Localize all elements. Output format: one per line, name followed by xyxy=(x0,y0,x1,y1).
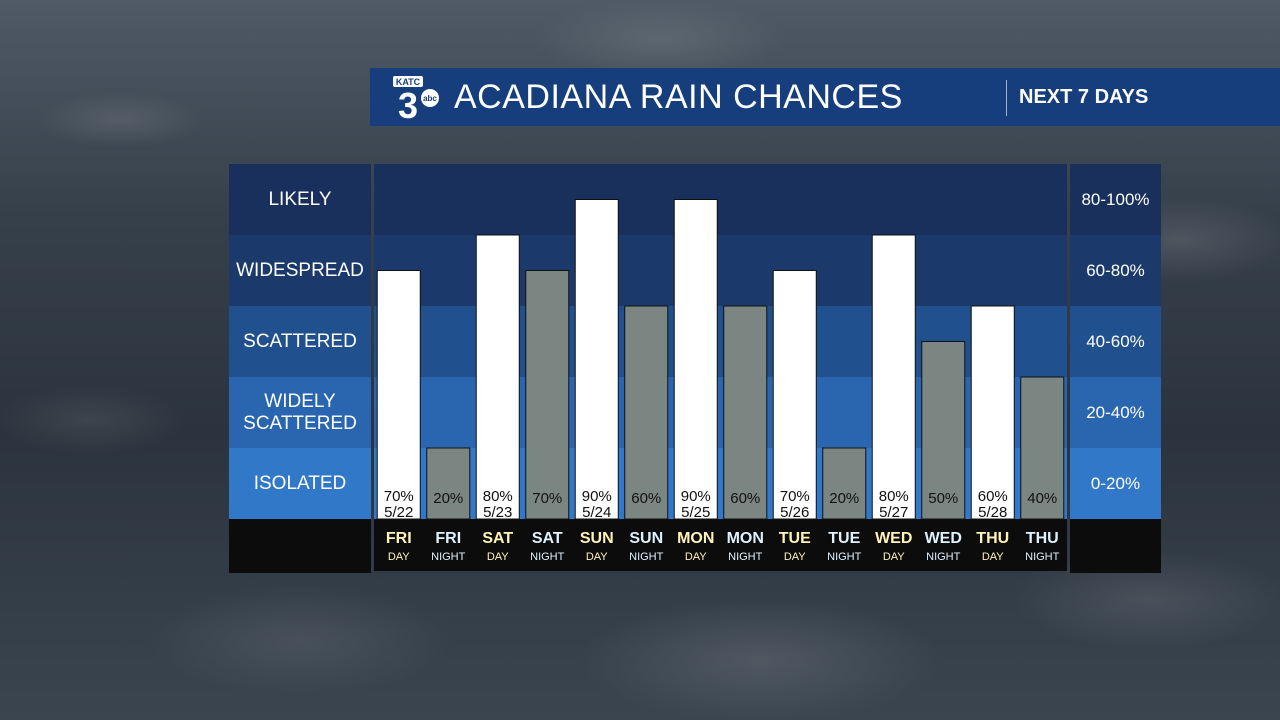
bar-date-label: 5/26 xyxy=(780,504,809,521)
day-label-footer xyxy=(374,519,1067,571)
period-label: DAY xyxy=(388,551,410,563)
bar-date-label: 5/25 xyxy=(681,504,710,521)
period-label: DAY xyxy=(685,551,707,563)
right-footer xyxy=(1070,519,1161,573)
band-range-widely-scattered: 20-40% xyxy=(1070,377,1161,448)
period-label: NIGHT xyxy=(629,551,664,563)
band-background xyxy=(374,164,1067,235)
period-label: DAY xyxy=(883,551,905,563)
rain-bar xyxy=(624,305,669,520)
period-label: DAY xyxy=(784,551,806,563)
period-label: DAY xyxy=(586,551,608,563)
day-name-label: SAT xyxy=(482,530,513,547)
band-range-likely: 80-100% xyxy=(1070,164,1161,235)
period-label: NIGHT xyxy=(431,551,466,563)
rain-bar xyxy=(574,199,619,520)
band-label-isolated: ISOLATED xyxy=(229,448,371,519)
bar-value-label: 60% xyxy=(978,488,1008,505)
bar-value-label: 50% xyxy=(928,490,958,507)
rain-bar xyxy=(921,341,966,520)
range-labels-panel: 80-100% 60-80% 40-60% 20-40% 0-20% xyxy=(1070,164,1161,573)
bar-value-label: 80% xyxy=(879,488,909,505)
bar-date-label: 5/23 xyxy=(483,504,512,521)
bar-value-label: 80% xyxy=(483,488,513,505)
logo-number: 3 xyxy=(398,85,418,120)
bar-value-label: 90% xyxy=(582,488,612,505)
period-label: NIGHT xyxy=(530,551,565,563)
period-label: DAY xyxy=(982,551,1004,563)
day-name-label: THU xyxy=(976,530,1009,547)
page-subtitle: NEXT 7 DAYS xyxy=(1019,86,1149,108)
band-range-isolated: 0-20% xyxy=(1070,448,1161,519)
day-name-label: SUN xyxy=(580,530,614,547)
bar-value-label: 70% xyxy=(780,488,810,505)
bar-value-label: 20% xyxy=(829,490,859,507)
rain-bar xyxy=(723,305,768,520)
bar-value-label: 90% xyxy=(681,488,711,505)
period-label: NIGHT xyxy=(1025,551,1060,563)
day-name-label: SAT xyxy=(532,530,563,547)
bar-value-label: 70% xyxy=(532,490,562,507)
period-label: NIGHT xyxy=(827,551,862,563)
period-label: DAY xyxy=(487,551,509,563)
rain-bar xyxy=(673,199,718,520)
bar-date-label: 5/24 xyxy=(582,504,611,521)
rain-bar xyxy=(475,234,520,520)
rain-bar xyxy=(772,270,817,520)
day-name-label: MON xyxy=(727,530,764,547)
band-label-widespread: WIDESPREAD xyxy=(229,235,371,306)
day-name-label: WED xyxy=(875,530,912,547)
band-range-scattered: 40-60% xyxy=(1070,306,1161,377)
bar-value-label: 40% xyxy=(1027,490,1057,507)
day-name-label: WED xyxy=(925,530,962,547)
logo-badge: abc xyxy=(423,94,437,103)
band-label-scattered: SCATTERED xyxy=(229,306,371,377)
bar-value-label: 60% xyxy=(730,490,760,507)
bar-value-label: 60% xyxy=(631,490,661,507)
rain-bar xyxy=(376,270,421,520)
rain-bar xyxy=(970,305,1015,520)
rain-bar xyxy=(871,234,916,520)
day-name-label: TUE xyxy=(828,530,860,547)
logo-text: KATC xyxy=(396,77,421,87)
day-name-label: FRI xyxy=(435,530,461,547)
rain-bar xyxy=(525,270,570,520)
band-label-likely: LIKELY xyxy=(229,164,371,235)
rain-chance-bar-chart: 70%5/22FRIDAY20%FRINIGHT80%5/23SATDAY70%… xyxy=(374,164,1067,571)
period-label: NIGHT xyxy=(926,551,961,563)
page-title: ACADIANA RAIN CHANCES xyxy=(454,78,903,116)
bar-date-label: 5/27 xyxy=(879,504,908,521)
katc-abc-logo: KATC 3 abc xyxy=(393,76,439,120)
rain-bar xyxy=(822,447,867,520)
day-name-label: TUE xyxy=(779,530,811,547)
day-name-label: FRI xyxy=(386,530,412,547)
bar-value-label: 70% xyxy=(384,488,414,505)
rain-bar xyxy=(1020,376,1065,520)
category-labels-panel: LIKELY WIDESPREAD SCATTERED WIDELY SCATT… xyxy=(229,164,371,573)
band-range-widespread: 60-80% xyxy=(1070,235,1161,306)
left-footer xyxy=(229,519,371,573)
bar-date-label: 5/22 xyxy=(384,504,413,521)
bar-date-label: 5/28 xyxy=(978,504,1007,521)
rain-bar xyxy=(426,447,471,520)
header-divider xyxy=(1006,80,1007,116)
day-name-label: SUN xyxy=(629,530,663,547)
period-label: NIGHT xyxy=(728,551,763,563)
band-label-widely-scattered: WIDELY SCATTERED xyxy=(229,377,371,448)
day-name-label: THU xyxy=(1026,530,1059,547)
day-name-label: MON xyxy=(677,530,714,547)
title-banner: KATC 3 abc ACADIANA RAIN CHANCES NEXT 7 … xyxy=(370,68,1280,126)
bar-value-label: 20% xyxy=(433,490,463,507)
